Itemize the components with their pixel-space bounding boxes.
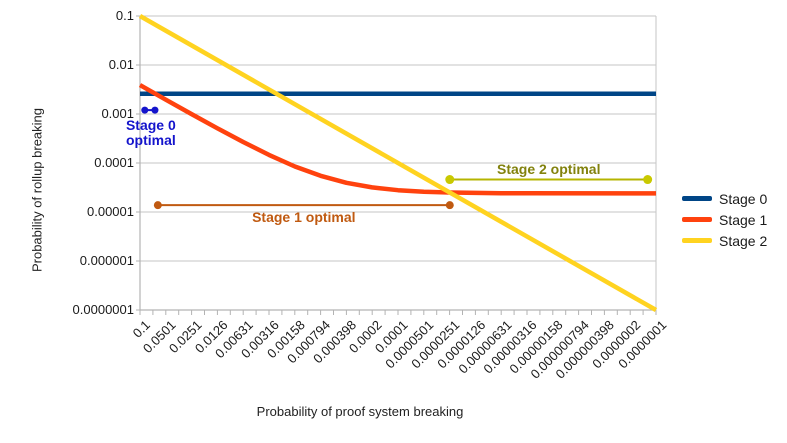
x-axis-title: Probability of proof system breaking: [256, 404, 464, 419]
stage2-optimal-end-dot: [643, 175, 653, 185]
legend-swatch: [682, 217, 712, 222]
y-tick-label: 0.01: [108, 57, 134, 72]
legend-label: Stage 1: [719, 211, 768, 228]
y-tick-label: 0.000001: [79, 253, 134, 268]
legend: Stage 0 Stage 1 Stage 2: [682, 188, 767, 251]
y-axis-title: Probability of rollup breaking: [29, 107, 45, 273]
stage0-optimal-start-dot: [141, 106, 149, 114]
legend-item-stage-1: Stage 1: [682, 209, 767, 230]
stage2-optimal-label: Stage 2 optimal: [496, 160, 601, 177]
stage0-optimal-label: Stage 0 optimal: [125, 117, 176, 149]
y-tick-label: 0.00001: [87, 204, 134, 219]
stage1-optimal-label: Stage 1 optimal: [252, 209, 356, 226]
y-tick-label: 0.1: [115, 8, 134, 23]
legend-swatch: [682, 196, 712, 201]
series-stage-1-line: [138, 83, 657, 196]
stage2-optimal-start-dot: [445, 175, 455, 185]
y-tick-label: 0.0001: [94, 155, 134, 170]
stage0-optimal-end-dot: [151, 106, 159, 114]
legend-swatch: [682, 238, 712, 243]
y-tick-label: 0.0000001: [72, 302, 134, 317]
legend-label: Stage 0: [719, 190, 768, 207]
legend-item-stage-0: Stage 0: [682, 188, 767, 209]
stage1-optimal-end-dot: [445, 201, 454, 210]
legend-item-stage-2: Stage 2: [682, 230, 767, 251]
legend-label: Stage 2: [719, 232, 768, 249]
series-stage-2-line: [138, 14, 658, 312]
stage1-optimal-start-dot: [153, 201, 162, 210]
y-tick-label: 0.001: [101, 106, 134, 121]
